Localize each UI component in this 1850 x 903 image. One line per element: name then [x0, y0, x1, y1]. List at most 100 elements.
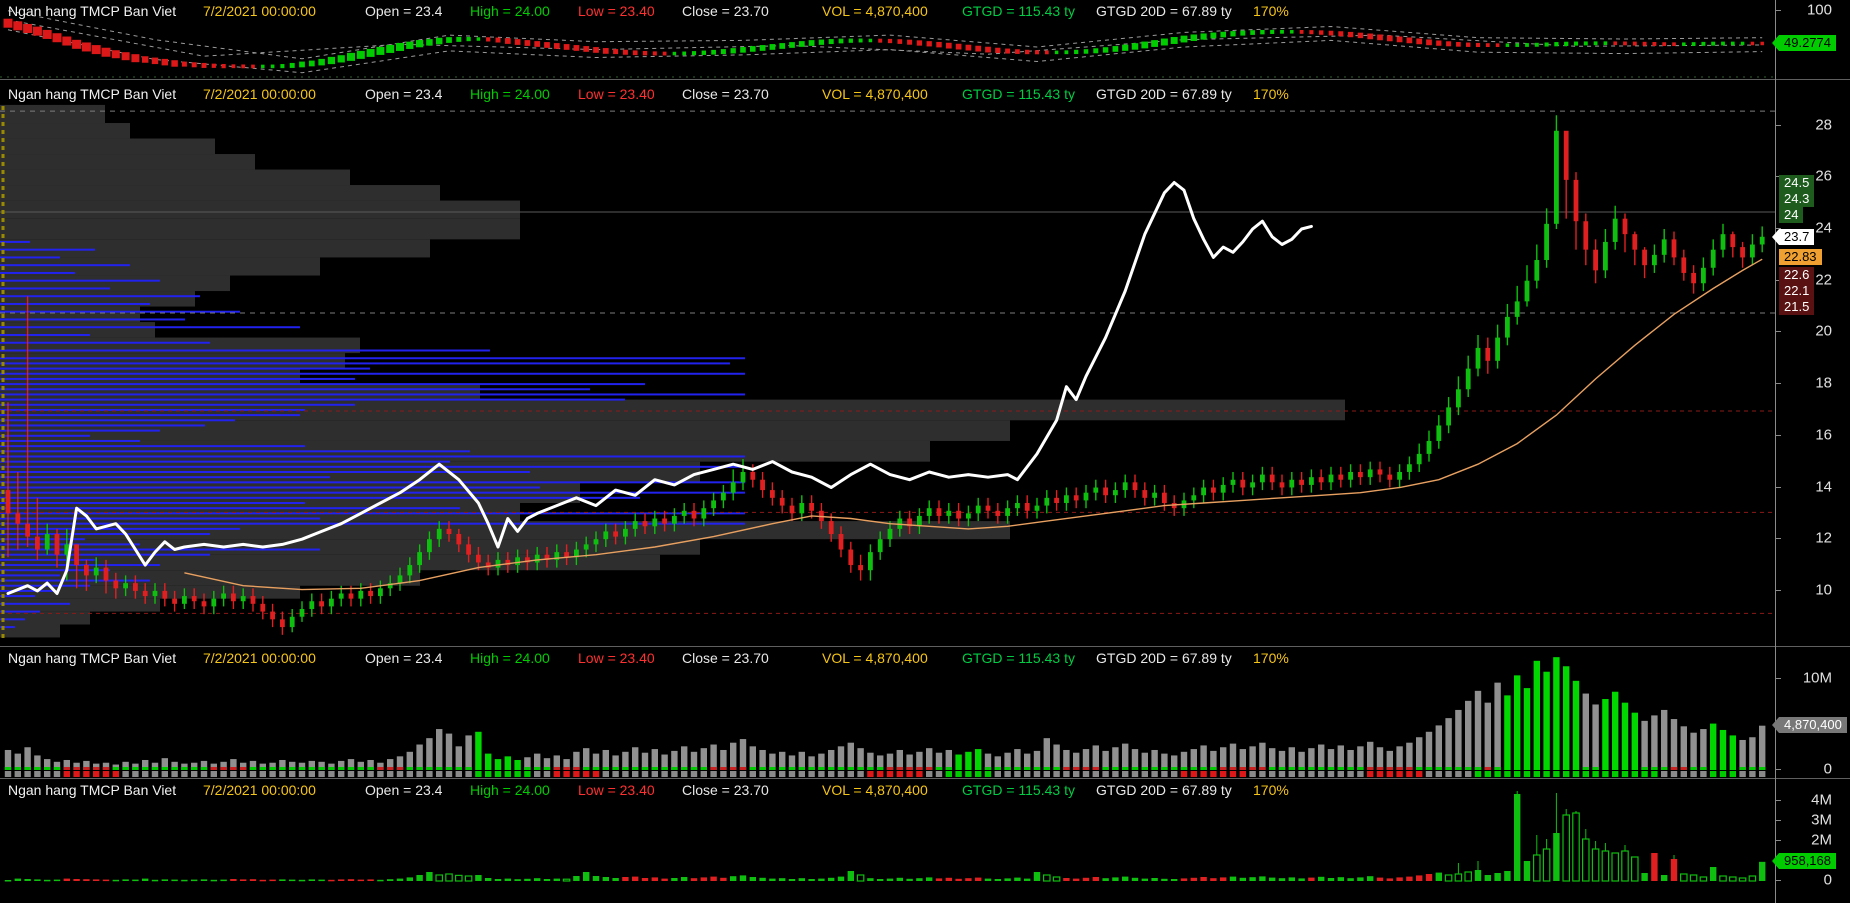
volume-bar: [681, 746, 688, 770]
candle-body: [740, 471, 746, 483]
profile-line: [0, 439, 140, 442]
volume-bar-base: [651, 767, 658, 770]
profile-line: [0, 465, 745, 468]
candle-body: [5, 490, 11, 514]
ribbon-dot: [1025, 49, 1030, 55]
candle-body: [417, 552, 422, 566]
volume-bar-base: [102, 767, 110, 770]
volume-bar: [1386, 750, 1393, 770]
candle-body: [93, 567, 99, 576]
net-volume-bar: [916, 878, 923, 881]
net-volume-bar: [759, 877, 766, 881]
profile-line: [0, 403, 355, 406]
signal-dot: [828, 771, 835, 777]
volume-bar: [1161, 753, 1168, 770]
candle-body: [113, 580, 119, 589]
signal-dot: [1239, 771, 1246, 777]
candle-body: [35, 536, 40, 550]
net-volume-bar: [1102, 878, 1109, 881]
volume-bar: [210, 763, 217, 770]
net-volume-chart[interactable]: [0, 779, 1850, 903]
ribbon-dot: [798, 41, 805, 47]
net-volume-bar: [1347, 878, 1354, 881]
ribbon-dot: [720, 49, 726, 55]
signal-dot: [1180, 771, 1188, 777]
ribbon-dot: [1505, 43, 1510, 47]
ribbon-dot: [1200, 33, 1207, 40]
profile-line: [0, 429, 160, 432]
ribbon-dot: [1515, 43, 1520, 47]
ribbon-dot: [1015, 49, 1020, 54]
candle-body: [1603, 241, 1608, 271]
volume-profile-blue: [0, 240, 745, 629]
signal-dot: [730, 771, 737, 777]
ribbon-dot: [1102, 47, 1109, 53]
candle-body: [1152, 492, 1157, 498]
volume-bar: [632, 747, 639, 770]
volume-bar: [1445, 718, 1452, 770]
volume-bar: [171, 761, 178, 770]
ribbon-dot: [1456, 41, 1461, 47]
volume-bar-base: [1308, 767, 1315, 770]
ribbon-dot: [476, 37, 481, 41]
signal-dot: [1749, 771, 1756, 777]
net-volume-bar: [151, 879, 159, 882]
ribbon-dot: [1525, 43, 1529, 47]
volume-bar-base: [14, 767, 21, 770]
profile-line: [0, 533, 210, 536]
volume-bar-base: [1582, 767, 1589, 770]
ribbon-dot: [1642, 41, 1647, 46]
volume-bar: [877, 755, 884, 770]
signal-dot: [1337, 771, 1344, 777]
net-volume-bar: [112, 879, 119, 882]
profile-line: [0, 240, 30, 243]
ribbon-dot: [1260, 29, 1265, 35]
volume-bar-base: [1180, 767, 1188, 770]
signal-dot: [1024, 771, 1031, 777]
candle-body: [926, 508, 932, 516]
signal-dot: [1514, 771, 1521, 777]
volume-bar-base: [132, 767, 139, 770]
candle-body: [152, 590, 158, 597]
volume-bar: [338, 760, 345, 770]
volume-chart[interactable]: [0, 647, 1850, 778]
ribbon-dot: [583, 46, 590, 52]
volume-bar-base: [1122, 767, 1129, 770]
net-volume-bar: [612, 878, 619, 881]
profile-line: [0, 333, 90, 336]
net-volume-bar: [1171, 879, 1178, 881]
volume-bar-base: [436, 767, 443, 770]
net-volume-bar: [1033, 872, 1041, 881]
signal-dot: [906, 771, 913, 777]
candle-body: [1730, 234, 1736, 248]
volume-bar-base: [573, 767, 580, 770]
net-volume-bar: [455, 874, 463, 882]
candle-body: [231, 593, 236, 602]
price-axis[interactable]: 100 49.2774 28 26 24 22 20 18 16 14 12 10 24.5 24.3 24…: [1772, 0, 1850, 903]
ribbon-dot: [907, 39, 913, 45]
volume-bar-base: [994, 767, 1001, 770]
net-volume-bar: [896, 877, 903, 881]
net-volume-bar: [93, 879, 100, 881]
net-volume-bar: [994, 879, 1001, 881]
profile-line: [0, 564, 160, 567]
price-chart[interactable]: [0, 80, 1850, 646]
ribbon-dot: [151, 57, 159, 65]
axis-tick-label: 100: [1806, 1, 1832, 19]
signal-dot: [720, 771, 727, 777]
net-volume-bar: [1337, 877, 1344, 881]
indicator-chart[interactable]: [0, 0, 1850, 79]
volume-bar-base: [1318, 767, 1325, 770]
volume-bar: [1474, 690, 1482, 770]
signal-dot: [34, 771, 41, 777]
net-volume-bar: [298, 879, 306, 882]
volume-bar: [524, 757, 531, 770]
volume-bar-base: [1474, 767, 1482, 770]
ribbon-dot: [1573, 41, 1579, 46]
net-volume-bar: [210, 879, 217, 882]
net-volume-bar: [1073, 878, 1080, 881]
candle-body: [593, 539, 599, 545]
candle-body: [721, 492, 726, 501]
volume-bar: [416, 744, 423, 770]
volume-bar-base: [240, 767, 247, 770]
